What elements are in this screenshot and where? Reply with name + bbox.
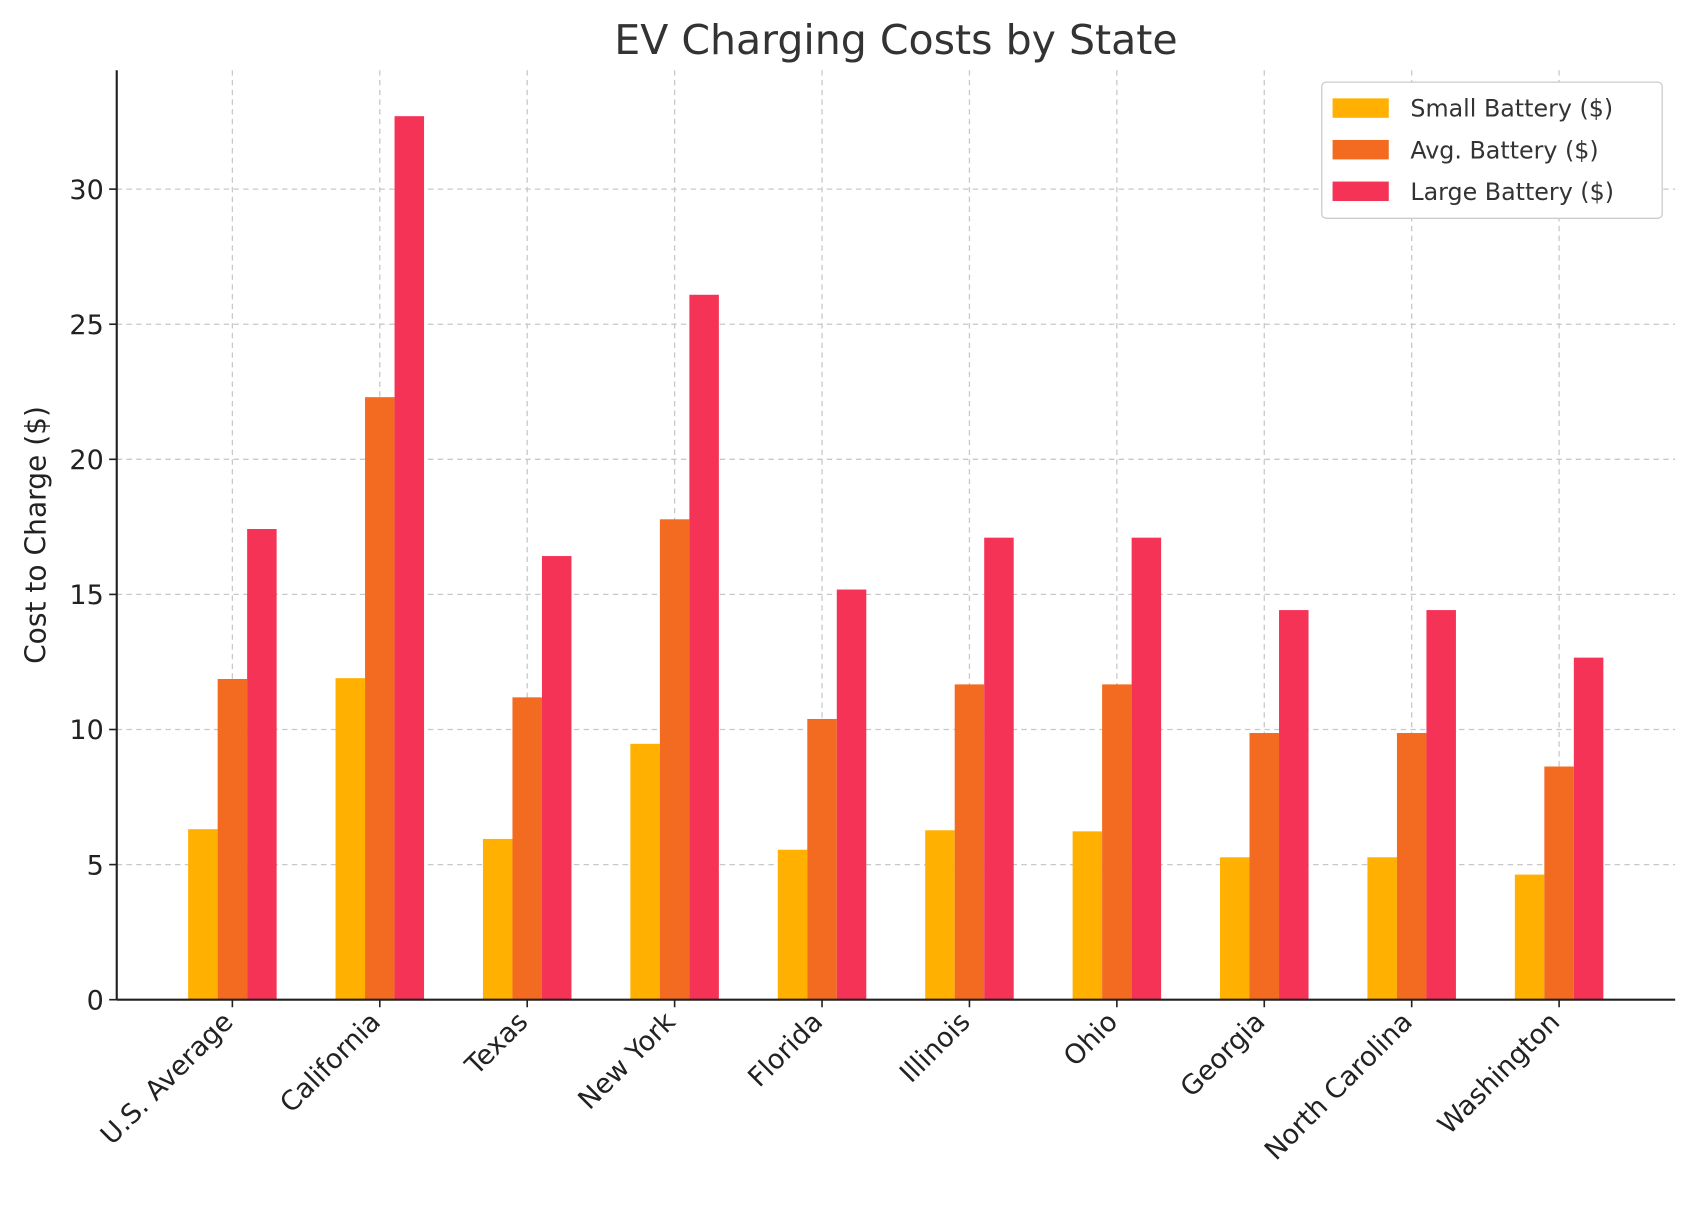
x-tick-label: Georgia (1175, 1006, 1272, 1103)
legend-swatch (1332, 139, 1389, 160)
y-tick-label: 15 (69, 580, 103, 611)
y-tick-label: 0 (87, 985, 104, 1016)
bar (188, 829, 218, 1000)
x-tick-label: California (274, 1006, 387, 1119)
x-tick-label: North Carolina (1259, 1006, 1419, 1166)
y-tick-label: 20 (69, 445, 103, 476)
bar (836, 589, 867, 1000)
bar (1102, 684, 1132, 1000)
bar (1573, 657, 1604, 1000)
legend-swatch (1332, 181, 1389, 202)
bar (1544, 766, 1574, 1000)
y-tick-label: 10 (69, 715, 103, 746)
bar (365, 397, 395, 1000)
bar (984, 537, 1014, 1000)
x-tick-label: Ohio (1058, 1006, 1124, 1072)
x-tick-label: Washington (1432, 1006, 1566, 1140)
bar (1514, 874, 1545, 1000)
x-tick-label: Florida (742, 1006, 829, 1093)
bar (1279, 610, 1309, 1000)
bar (335, 678, 366, 1000)
legend-box (1321, 81, 1663, 219)
y-tick-label: 30 (69, 175, 103, 206)
bar (1220, 857, 1250, 1000)
bar (247, 529, 277, 1000)
bar (925, 830, 955, 1000)
bar (1249, 733, 1280, 1000)
bar (659, 519, 690, 1000)
bar (777, 849, 808, 1000)
legend-label: Large Battery ($) (1410, 178, 1614, 206)
bar (482, 838, 513, 1000)
x-tick-label: U.S. Average (95, 1006, 240, 1151)
y-tick-label: 25 (69, 310, 103, 341)
bar (807, 718, 837, 1000)
x-tick-label: New York (572, 1006, 682, 1116)
legend-swatch (1332, 98, 1389, 118)
bar (217, 678, 248, 1000)
bar (954, 684, 985, 1000)
bar (1131, 537, 1162, 1000)
bar (1396, 733, 1427, 1000)
bar (1367, 857, 1397, 1000)
y-tick-label: 5 (87, 850, 104, 881)
y-axis-label: Cost to Charge ($) (19, 406, 52, 664)
chart-title: EV Charging Costs by State (614, 16, 1177, 64)
bar (512, 697, 542, 1000)
bar (1072, 831, 1103, 1000)
legend-label: Small Battery ($) (1410, 95, 1613, 123)
x-tick-label: Texas (459, 1006, 534, 1081)
bar (394, 116, 425, 1000)
legend-label: Avg. Battery ($) (1410, 136, 1598, 164)
bar (541, 556, 572, 1000)
x-tick-label: Illinois (894, 1006, 976, 1088)
bar (630, 743, 660, 1000)
bar (689, 294, 719, 1000)
bar (1426, 610, 1456, 1000)
